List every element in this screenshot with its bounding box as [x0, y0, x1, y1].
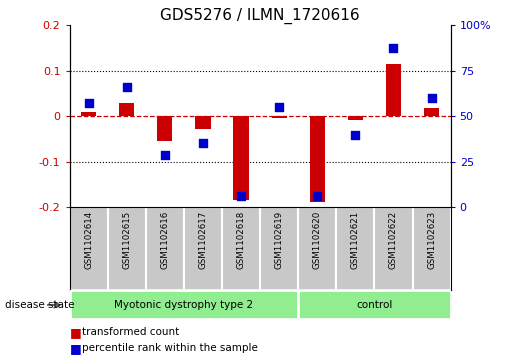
Bar: [108, 207, 146, 290]
Text: disease state: disease state: [5, 300, 75, 310]
Bar: [184, 207, 222, 290]
Point: [313, 193, 321, 199]
Point: [351, 132, 359, 138]
Bar: [386, 64, 401, 116]
Text: GSM1102616: GSM1102616: [160, 211, 169, 269]
Bar: [271, 116, 287, 118]
Bar: [70, 207, 108, 290]
Bar: [119, 102, 134, 116]
Point: [427, 95, 436, 101]
Text: control: control: [356, 300, 392, 310]
Bar: [374, 207, 413, 290]
Bar: [260, 207, 298, 290]
Bar: [424, 108, 439, 116]
Title: GDS5276 / ILMN_1720616: GDS5276 / ILMN_1720616: [160, 8, 360, 24]
Bar: [336, 207, 374, 290]
Bar: [222, 207, 260, 290]
Text: GSM1102623: GSM1102623: [427, 211, 436, 269]
Bar: [310, 116, 325, 202]
Text: GSM1102614: GSM1102614: [84, 211, 93, 269]
Text: Myotonic dystrophy type 2: Myotonic dystrophy type 2: [114, 300, 253, 310]
Bar: [298, 207, 336, 290]
Bar: [298, 290, 451, 319]
Text: GSM1102615: GSM1102615: [122, 211, 131, 269]
Bar: [195, 116, 211, 129]
Point: [389, 45, 398, 51]
Point: [237, 193, 245, 199]
Point: [275, 104, 283, 110]
Bar: [233, 116, 249, 200]
Text: transformed count: transformed count: [82, 327, 180, 337]
Point: [123, 84, 131, 90]
Bar: [146, 207, 184, 290]
Bar: [70, 290, 298, 319]
Text: GSM1102621: GSM1102621: [351, 211, 360, 269]
Bar: [81, 112, 96, 116]
Text: ■: ■: [70, 342, 81, 355]
Text: GSM1102622: GSM1102622: [389, 211, 398, 269]
Point: [199, 140, 207, 146]
Bar: [157, 116, 173, 141]
Text: ■: ■: [70, 326, 81, 339]
Text: GSM1102618: GSM1102618: [236, 211, 246, 269]
Bar: [413, 207, 451, 290]
Text: GSM1102620: GSM1102620: [313, 211, 322, 269]
Text: GSM1102617: GSM1102617: [198, 211, 208, 269]
Text: percentile rank within the sample: percentile rank within the sample: [82, 343, 259, 354]
Bar: [348, 116, 363, 120]
Point: [161, 152, 169, 158]
Point: [84, 99, 93, 105]
Text: GSM1102619: GSM1102619: [274, 211, 284, 269]
